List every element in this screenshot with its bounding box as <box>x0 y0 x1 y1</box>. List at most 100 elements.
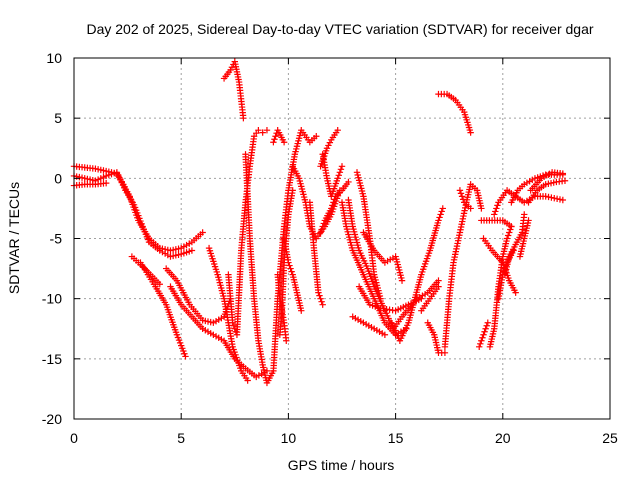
plus-marker <box>436 214 443 221</box>
series-track-3 <box>70 179 110 189</box>
y-tick-label: -5 <box>50 231 63 247</box>
x-tick-label: 20 <box>495 430 511 446</box>
plus-marker <box>326 139 334 146</box>
plus-marker <box>338 163 346 170</box>
plus-marker <box>331 196 338 203</box>
plus-marker <box>345 178 352 186</box>
x-tick-label: 0 <box>70 430 78 446</box>
y-tick-label: -10 <box>42 291 62 307</box>
plus-marker <box>298 307 305 314</box>
x-tick-label: 10 <box>281 430 297 446</box>
series-track-15 <box>274 271 290 344</box>
plus-marker <box>499 271 506 278</box>
plus-marker <box>330 199 337 206</box>
plus-marker <box>478 205 485 212</box>
plus-marker <box>521 211 528 218</box>
plus-marker <box>545 193 552 201</box>
y-tick-label: 0 <box>54 170 62 186</box>
series-track-1 <box>70 163 206 254</box>
series-track-7 <box>167 283 271 381</box>
plus-marker <box>229 319 236 326</box>
plus-marker <box>381 331 389 338</box>
plus-marker <box>457 190 465 197</box>
plus-marker <box>503 235 511 242</box>
plus-marker <box>317 295 324 302</box>
plus-marker <box>548 194 555 201</box>
plus-marker <box>467 205 474 212</box>
plus-marker <box>561 177 569 184</box>
plus-marker <box>507 226 514 233</box>
series-track-29 <box>424 319 449 357</box>
plus-marker <box>230 322 237 329</box>
plus-marker <box>484 319 491 326</box>
plus-marker <box>456 187 464 194</box>
series-track-28 <box>418 283 442 314</box>
plus-marker <box>320 220 327 227</box>
series-track-23 <box>353 169 384 302</box>
y-tick-label: 10 <box>46 50 62 66</box>
plus-marker <box>377 295 384 302</box>
plus-marker <box>263 127 271 134</box>
series-track-11 <box>242 127 320 387</box>
plus-marker <box>317 229 324 236</box>
plus-marker <box>441 349 449 357</box>
x-axis-ticks: 0 5 10 15 20 25 <box>70 58 618 446</box>
plus-marker <box>272 133 279 140</box>
series-track-35 <box>491 187 567 218</box>
plus-marker <box>287 265 294 272</box>
series-track-22 <box>345 196 442 332</box>
plus-marker <box>286 262 293 269</box>
series-track-25 <box>360 229 406 284</box>
plus-marker <box>199 229 206 236</box>
plus-marker <box>182 353 189 360</box>
plus-marker <box>438 208 445 215</box>
plus-marker <box>512 289 519 296</box>
y-tick-label: -20 <box>42 411 62 427</box>
plus-marker <box>478 337 485 344</box>
plus-marker <box>315 289 322 296</box>
plus-marker <box>325 142 332 149</box>
plus-marker <box>188 247 196 254</box>
plus-marker <box>559 170 567 177</box>
y-axis-ticks: 10 5 0 -5 -10 -15 -20 <box>42 50 610 427</box>
series-track-20 <box>319 151 346 200</box>
plus-marker <box>542 193 549 200</box>
plus-marker <box>156 281 163 288</box>
plus-marker <box>259 129 266 136</box>
plus-marker <box>458 193 466 200</box>
grid-lines <box>74 58 610 419</box>
plus-marker <box>553 195 561 202</box>
plus-marker <box>504 232 512 239</box>
series-track-30 <box>441 181 485 350</box>
series-track-40 <box>495 247 517 302</box>
plus-marker <box>525 217 532 224</box>
plus-marker <box>435 277 442 284</box>
x-axis-label: GPS time / hours <box>288 457 395 473</box>
series-track-33 <box>476 319 491 350</box>
plus-marker <box>323 145 331 152</box>
plus-marker <box>476 343 483 350</box>
plus-marker <box>319 301 326 308</box>
chart-title: Day 202 of 2025, Sidereal Day-to-day VTE… <box>86 21 593 37</box>
plus-marker <box>559 196 567 204</box>
plus-marker <box>491 211 498 218</box>
plus-marker <box>556 196 564 203</box>
plus-marker <box>318 298 325 305</box>
plus-marker <box>283 337 290 344</box>
series-track-37 <box>478 217 515 230</box>
plus-marker <box>439 205 446 212</box>
series-track-19 <box>317 178 352 236</box>
series-track-43 <box>525 177 569 206</box>
plus-marker <box>494 202 501 209</box>
plus-marker <box>270 139 277 146</box>
series-track-24 <box>349 313 389 338</box>
plus-marker <box>459 196 467 203</box>
plus-marker <box>492 208 499 215</box>
plus-marker <box>501 265 509 272</box>
plus-marker <box>329 202 336 209</box>
series-track-17 <box>306 199 326 308</box>
plus-marker <box>481 328 488 335</box>
plus-marker <box>336 169 344 176</box>
plus-marker <box>285 259 292 266</box>
